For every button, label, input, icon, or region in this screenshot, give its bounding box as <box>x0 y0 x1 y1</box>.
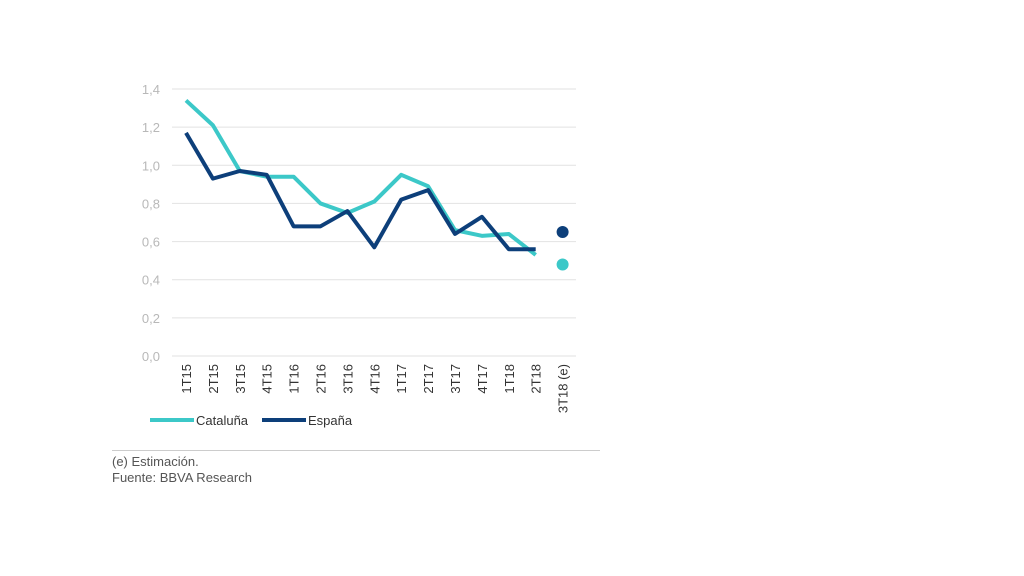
y-tick-label: 0,8 <box>142 196 160 211</box>
x-tick-label: 4T15 <box>260 364 275 394</box>
x-tick-label: 3T18 (e) <box>556 364 571 413</box>
x-tick-label: 1T17 <box>394 364 409 394</box>
estimate-point-España <box>556 226 569 239</box>
x-tick-label: 4T16 <box>367 364 382 394</box>
divider <box>112 450 600 451</box>
x-tick-label: 2T17 <box>421 364 436 394</box>
legend-label: España <box>308 413 353 428</box>
source-note: Fuente: BBVA Research <box>112 470 252 485</box>
y-tick-label: 0,4 <box>142 273 160 288</box>
y-tick-label: 1,2 <box>142 120 160 135</box>
x-tick-label: 1T18 <box>502 364 517 394</box>
x-tick-label: 2T16 <box>314 364 329 394</box>
y-tick-label: 0,0 <box>142 349 160 364</box>
estimate-point-Cataluña <box>556 258 569 271</box>
x-tick-label: 3T16 <box>340 364 355 394</box>
x-tick-label: 1T15 <box>179 364 194 394</box>
x-tick-label: 2T15 <box>206 364 221 394</box>
y-tick-label: 1,0 <box>142 158 160 173</box>
estimate-note: (e) Estimación. <box>112 454 199 469</box>
x-tick-label: 4T17 <box>475 364 490 394</box>
x-tick-label: 2T18 <box>529 364 544 394</box>
y-tick-label: 1,4 <box>142 82 160 97</box>
line-chart: 0,0 0,2 0,4 0,6 0,8 1,0 1,2 1,4 1T15 2T15 3T15 4T15… <box>142 82 576 428</box>
series-line-España <box>184 131 536 252</box>
x-tick-label: 3T15 <box>233 364 248 394</box>
x-tick-label: 1T16 <box>287 364 302 394</box>
y-tick-label: 0,2 <box>142 311 160 326</box>
y-tick-label: 0,6 <box>142 235 160 250</box>
x-tick-label: 3T17 <box>448 364 463 394</box>
legend-label: Cataluña <box>196 413 249 428</box>
